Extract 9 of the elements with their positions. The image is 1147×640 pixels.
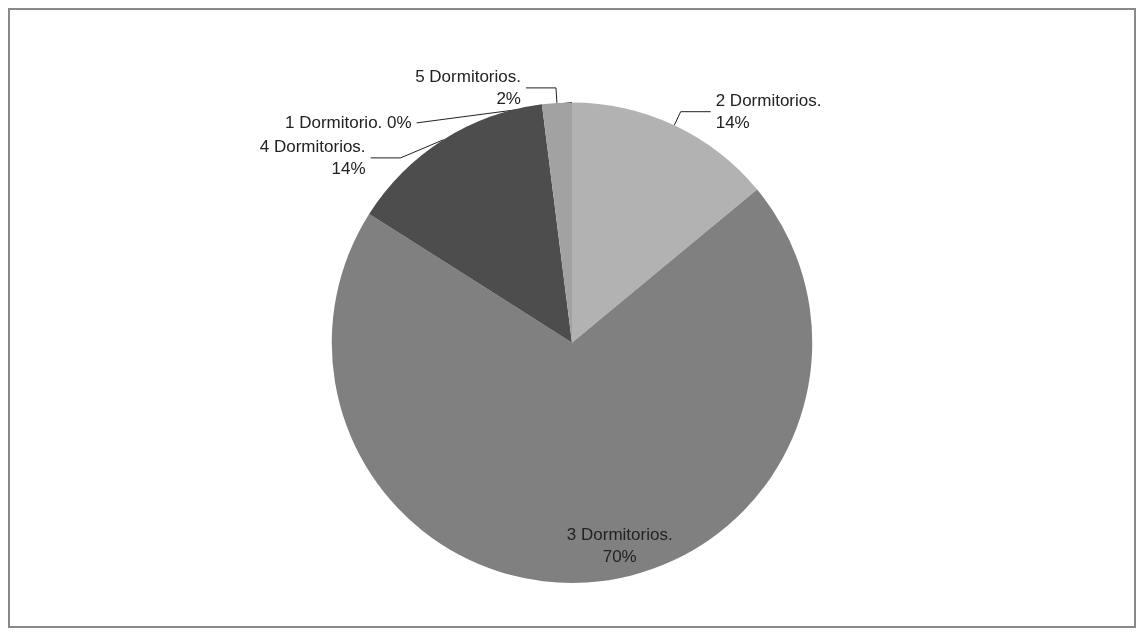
category-label: 1 Dormitorio. 0% [285, 113, 412, 133]
slice-label: 4 Dormitorios. [259, 137, 366, 157]
data-label: 14% [331, 159, 366, 179]
data-label: 14% [715, 113, 750, 133]
data-label: 70% [602, 547, 637, 567]
slice-label: 3 Dormitorios. [566, 525, 673, 545]
slice-label: 5 Dormitorios. [415, 67, 521, 87]
data-label: 2% [496, 89, 521, 109]
slice-label: 2 Dormitorios. [715, 91, 822, 111]
